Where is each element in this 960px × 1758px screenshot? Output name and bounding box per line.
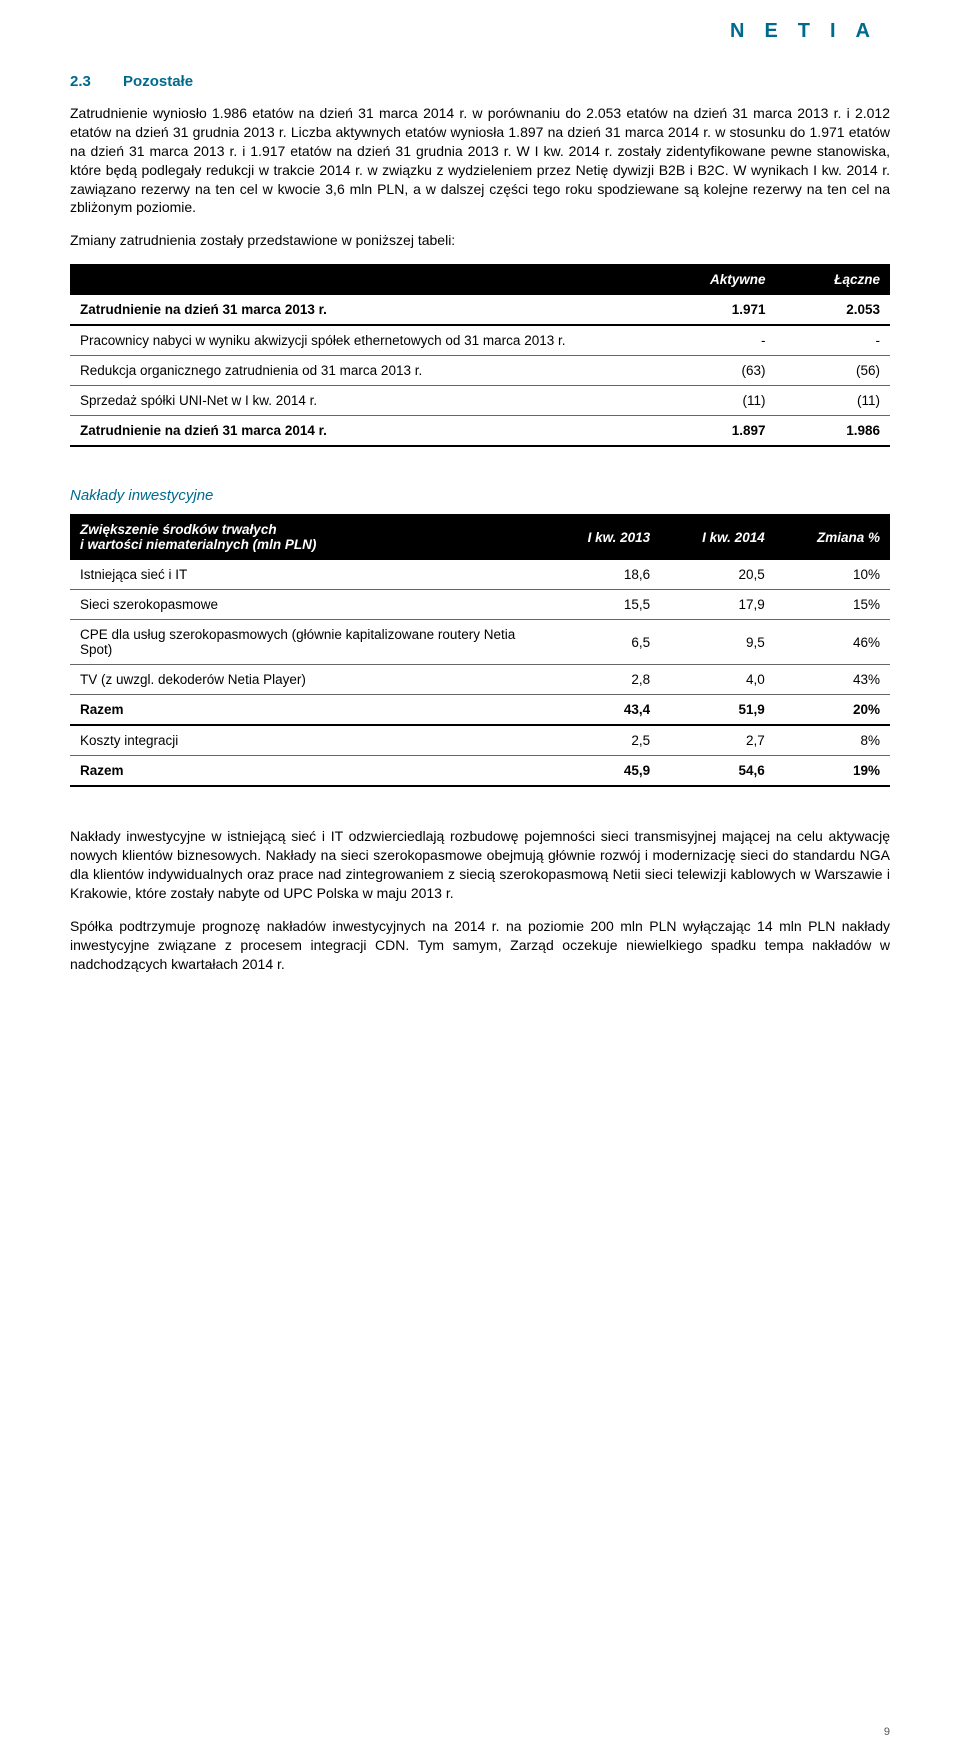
cell-2013: 43,4 xyxy=(546,695,661,726)
col-change: Zmiana % xyxy=(775,514,890,560)
cell-2013: 2,8 xyxy=(546,665,661,695)
table-row: CPE dla usług szerokopasmowych (głównie … xyxy=(70,620,890,665)
row-label: Zatrudnienie na dzień 31 marca 2014 r. xyxy=(70,416,644,447)
table-row: Redukcja organicznego zatrudnienia od 31… xyxy=(70,356,890,386)
cell-aktywne: - xyxy=(644,325,775,356)
cell-2014: 9,5 xyxy=(660,620,775,665)
cell-laczne: (11) xyxy=(775,386,890,416)
cell-2013: 2,5 xyxy=(546,725,661,756)
cell-2014: 51,9 xyxy=(660,695,775,726)
cell-2014: 54,6 xyxy=(660,756,775,787)
employment-table-body: Zatrudnienie na dzień 31 marca 2013 r.1.… xyxy=(70,295,890,446)
col-capex-label: Zwiększenie środków trwałych i wartości … xyxy=(70,514,546,560)
cell-change: 15% xyxy=(775,590,890,620)
cell-aktywne: 1.897 xyxy=(644,416,775,447)
section-heading: 2.3 Pozostałe xyxy=(70,73,890,90)
row-label: Zatrudnienie na dzień 31 marca 2013 r. xyxy=(70,295,644,325)
cell-aktywne: 1.971 xyxy=(644,295,775,325)
table-row: Sprzedaż spółki UNI-Net w I kw. 2014 r.(… xyxy=(70,386,890,416)
col-blank xyxy=(70,264,644,295)
cell-laczne: 2.053 xyxy=(775,295,890,325)
row-label: Istniejąca sieć i IT xyxy=(70,560,546,590)
cell-laczne: - xyxy=(775,325,890,356)
col-q1-2013: I kw. 2013 xyxy=(546,514,661,560)
section-number: 2.3 xyxy=(70,73,91,90)
table-row: Razem45,954,619% xyxy=(70,756,890,787)
row-label: Razem xyxy=(70,756,546,787)
col-q1-2014: I kw. 2014 xyxy=(660,514,775,560)
cell-2013: 15,5 xyxy=(546,590,661,620)
cell-2013: 45,9 xyxy=(546,756,661,787)
row-label: Sprzedaż spółki UNI-Net w I kw. 2014 r. xyxy=(70,386,644,416)
section-title-text: Pozostałe xyxy=(123,73,193,90)
col-aktywne: Aktywne xyxy=(644,264,775,295)
cell-change: 8% xyxy=(775,725,890,756)
company-logo: NETIA xyxy=(70,20,890,43)
employment-table: Aktywne Łączne Zatrudnienie na dzień 31 … xyxy=(70,264,890,447)
capex-table: Zwiększenie środków trwałych i wartości … xyxy=(70,514,890,787)
cell-aktywne: (11) xyxy=(644,386,775,416)
page: NETIA 2.3 Pozostałe Zatrudnienie wyniosł… xyxy=(0,0,960,1758)
cell-2013: 6,5 xyxy=(546,620,661,665)
cell-2014: 20,5 xyxy=(660,560,775,590)
cell-2013: 18,6 xyxy=(546,560,661,590)
row-label: Sieci szerokopasmowe xyxy=(70,590,546,620)
cell-change: 46% xyxy=(775,620,890,665)
paragraph-table-intro: Zmiany zatrudnienia zostały przedstawion… xyxy=(70,231,890,250)
cell-2014: 17,9 xyxy=(660,590,775,620)
cell-change: 20% xyxy=(775,695,890,726)
table-row: Razem43,451,920% xyxy=(70,695,890,726)
row-label: Razem xyxy=(70,695,546,726)
capex-table-body: Istniejąca sieć i IT18,620,510%Sieci sze… xyxy=(70,560,890,786)
row-label: CPE dla usług szerokopasmowych (głównie … xyxy=(70,620,546,665)
paragraph-capex-desc: Nakłady inwestycyjne w istniejącą sieć i… xyxy=(70,827,890,903)
capex-subheading: Nakłady inwestycyjne xyxy=(70,487,890,504)
page-number: 9 xyxy=(884,1726,890,1738)
cell-2014: 4,0 xyxy=(660,665,775,695)
table-row: Sieci szerokopasmowe15,517,915% xyxy=(70,590,890,620)
table-row: Zatrudnienie na dzień 31 marca 2013 r.1.… xyxy=(70,295,890,325)
col-laczne: Łączne xyxy=(775,264,890,295)
cell-2014: 2,7 xyxy=(660,725,775,756)
cell-aktywne: (63) xyxy=(644,356,775,386)
table-row: Istniejąca sieć i IT18,620,510% xyxy=(70,560,890,590)
cell-change: 43% xyxy=(775,665,890,695)
table-header-row: Aktywne Łączne xyxy=(70,264,890,295)
cell-laczne: 1.986 xyxy=(775,416,890,447)
row-label: Koszty integracji xyxy=(70,725,546,756)
cell-laczne: (56) xyxy=(775,356,890,386)
row-label: TV (z uwzgl. dekoderów Netia Player) xyxy=(70,665,546,695)
table-row: Zatrudnienie na dzień 31 marca 2014 r.1.… xyxy=(70,416,890,447)
cell-change: 19% xyxy=(775,756,890,787)
cell-change: 10% xyxy=(775,560,890,590)
table-header-row: Zwiększenie środków trwałych i wartości … xyxy=(70,514,890,560)
table-row: TV (z uwzgl. dekoderów Netia Player)2,84… xyxy=(70,665,890,695)
row-label: Redukcja organicznego zatrudnienia od 31… xyxy=(70,356,644,386)
paragraph-forecast: Spółka podtrzymuje prognozę nakładów inw… xyxy=(70,917,890,974)
table-row: Koszty integracji2,52,78% xyxy=(70,725,890,756)
table-row: Pracownicy nabyci w wyniku akwizycji spó… xyxy=(70,325,890,356)
paragraph-employment: Zatrudnienie wyniosło 1.986 etatów na dz… xyxy=(70,104,890,217)
row-label: Pracownicy nabyci w wyniku akwizycji spó… xyxy=(70,325,644,356)
